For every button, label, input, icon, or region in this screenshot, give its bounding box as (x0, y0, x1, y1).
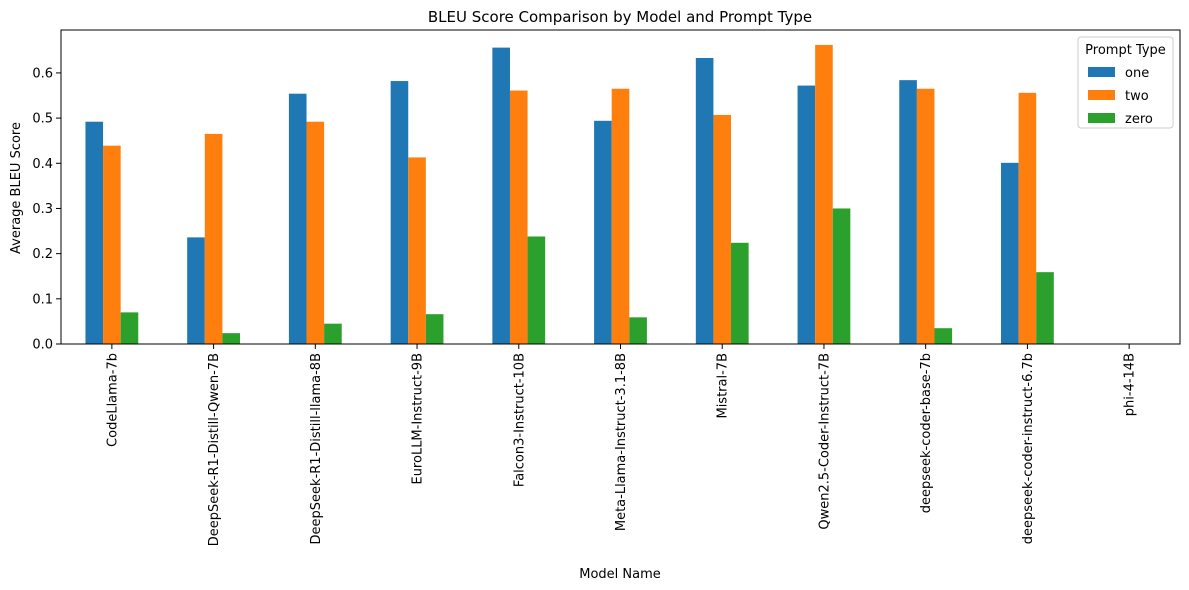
bar-zero-2 (324, 323, 342, 344)
x-tick-label: deepseek-coder-instruct-6.7b (1021, 353, 1036, 544)
x-tick-label: Falcon3-Instruct-10B (512, 353, 527, 487)
y-tick-label: 0.5 (32, 112, 53, 127)
bar-two-8 (916, 88, 935, 344)
bar-zero-6 (731, 242, 749, 344)
bar-one-3 (390, 81, 409, 345)
y-tick-label: 0.1 (32, 292, 53, 307)
y-tick-label: 0.4 (32, 157, 53, 172)
legend-label-two: two (1125, 89, 1149, 104)
bar-one-2 (288, 93, 307, 344)
x-tick-label: DeepSeek-R1-Distill-llama-8B (309, 353, 324, 544)
y-tick-label: 0.0 (32, 338, 53, 353)
y-axis-title: Average BLEU Score (9, 122, 24, 254)
bar-two-4 (509, 90, 528, 344)
bar-two-3 (408, 157, 426, 344)
bar-one-1 (187, 237, 205, 344)
bar-zero-0 (120, 312, 139, 344)
legend-title: Prompt Type (1085, 43, 1166, 58)
bar-one-7 (797, 85, 816, 344)
bar-one-0 (85, 121, 104, 344)
bar-two-0 (103, 145, 121, 344)
x-tick-label: deepseek-coder-base-7b (919, 353, 934, 513)
bar-zero-1 (222, 333, 240, 344)
legend-label-zero: zero (1125, 112, 1153, 127)
x-tick-label: Qwen2.5-Coder-Instruct-7B (817, 353, 832, 530)
bar-zero-4 (527, 236, 546, 344)
bar-zero-9 (1036, 272, 1054, 344)
legend-box (1077, 36, 1174, 129)
x-tick-label: Meta-Llama-Instruct-3.1-8B (614, 353, 629, 531)
bar-zero-3 (425, 314, 444, 344)
x-tick-label: DeepSeek-R1-Distill-Qwen-7B (207, 353, 222, 546)
y-tick-label: 0.2 (32, 247, 53, 262)
bar-two-2 (306, 121, 325, 344)
legend-swatch-two (1088, 90, 1115, 100)
bar-two-5 (611, 88, 630, 344)
plot-area: 0.0 0.1 0.2 0.3 0.4 0.5 0.6 CodeLlama-7b DeepSee… (32, 29, 1181, 546)
bar-two-1 (204, 133, 223, 344)
bar-zero-5 (629, 317, 647, 344)
x-axis-title: Model Name (579, 567, 661, 582)
y-tick-label: 0.6 (32, 66, 53, 81)
bar-two-7 (815, 44, 833, 344)
y-tick-label: 0.3 (32, 202, 53, 217)
legend-label-one: one (1125, 66, 1149, 81)
bar-two-9 (1018, 92, 1037, 344)
legend: Prompt Type one two zero (1077, 36, 1174, 129)
legend-swatch-one (1088, 67, 1115, 77)
bar-one-4 (492, 47, 510, 345)
bar-zero-7 (832, 208, 851, 344)
bar-one-6 (695, 58, 714, 344)
bar-two-6 (713, 114, 732, 344)
legend-swatch-zero (1088, 113, 1115, 123)
x-tick-label: CodeLlama-7b (105, 353, 120, 447)
bar-one-5 (594, 120, 612, 344)
x-tick-label: Mistral-7B (716, 353, 731, 419)
bar-one-8 (899, 80, 917, 345)
plot-frame (60, 29, 1181, 345)
bar-zero-8 (934, 328, 953, 344)
x-tick-label: EuroLLM-Instruct-9B (411, 353, 426, 485)
chart-title: BLEU Score Comparison by Model and Promp… (428, 8, 812, 26)
bar-one-9 (1001, 162, 1019, 344)
x-tick-label: phi-4-14B (1123, 353, 1138, 416)
